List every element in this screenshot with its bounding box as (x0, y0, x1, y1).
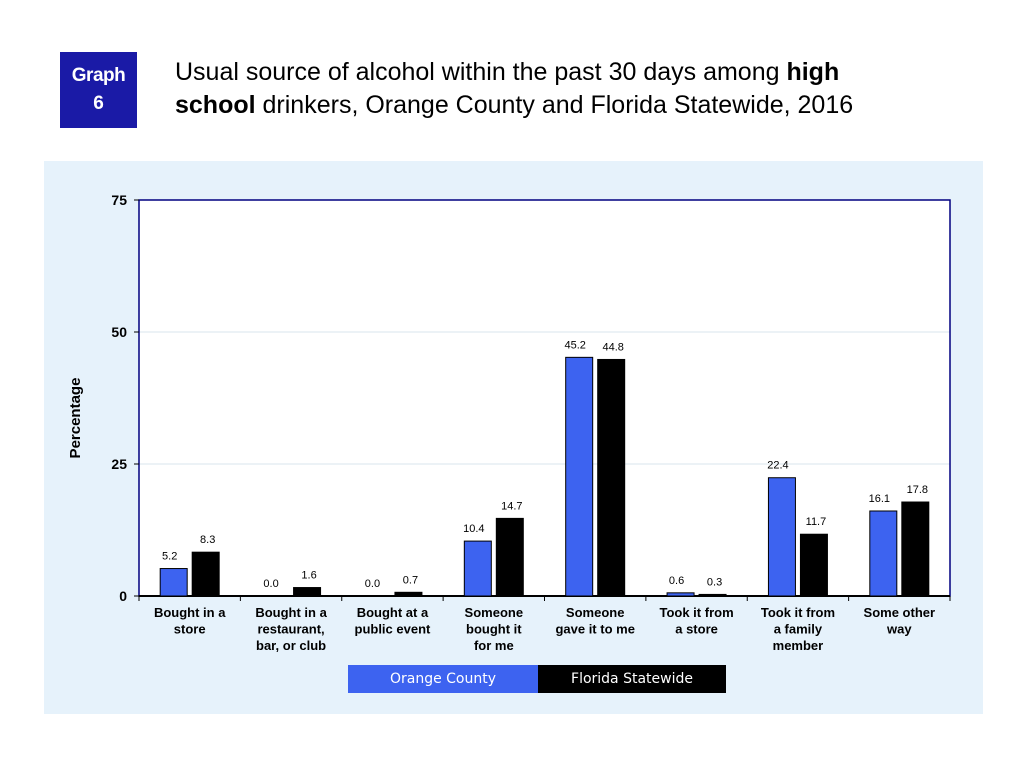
y-tick-label: 25 (111, 456, 127, 472)
title-part-1: Usual source of alcohol within the past … (175, 58, 787, 86)
bar-florida-statewide (698, 593, 727, 597)
x-tick-label: restaurant, (257, 622, 324, 637)
y-axis-label: Percentage (67, 378, 84, 459)
data-label: 11.7 (806, 516, 827, 528)
bar-florida-statewide (293, 587, 322, 597)
x-tick-label: store (174, 622, 206, 637)
data-label: 1.6 (301, 570, 316, 582)
data-label: 0.6 (669, 575, 684, 587)
data-label: 44.8 (602, 341, 623, 353)
legend: Orange County Florida Statewide (348, 665, 726, 693)
x-tick-label: Took it from (761, 605, 835, 620)
data-label: 22.4 (767, 460, 788, 472)
x-tick-label: Someone (465, 605, 524, 620)
graph-badge: Graph 6 (60, 52, 137, 128)
title-bold-1: high (786, 58, 840, 86)
x-tick-label: a store (675, 622, 718, 637)
bar-orange-county (869, 510, 898, 597)
data-label: 0.0 (365, 578, 380, 590)
bar-florida-statewide (394, 591, 423, 597)
x-tick-label: gave it to me (555, 622, 634, 637)
x-tick-label: member (773, 638, 824, 653)
y-tick-label: 0 (119, 588, 127, 604)
x-tick-label: bought it (466, 622, 522, 637)
x-tick-label: Took it from (659, 605, 733, 620)
x-tick-label: bar, or club (256, 638, 326, 653)
x-tick-label: Some other (864, 605, 936, 620)
data-label: 0.7 (403, 574, 418, 586)
data-label: 45.2 (564, 339, 585, 351)
x-tick-label: Bought at a (357, 605, 429, 620)
x-tick-label: for me (474, 638, 514, 653)
title-bold-2: school (175, 91, 256, 119)
x-tick-label: Someone (566, 605, 625, 620)
data-label: 16.1 (869, 493, 890, 505)
bar-orange-county (463, 540, 492, 597)
bar-florida-statewide (191, 551, 220, 597)
data-label: 0.3 (707, 576, 722, 588)
bar-florida-statewide (597, 358, 626, 597)
x-tick-label: a family (774, 622, 823, 637)
bar-florida-statewide (901, 501, 930, 597)
x-tick-label: Bought in a (255, 605, 327, 620)
graph-badge-number: 6 (93, 93, 104, 114)
chart-title: Usual source of alcohol within the past … (175, 56, 985, 122)
x-tick-label: public event (355, 622, 432, 637)
y-tick-label: 75 (111, 192, 127, 208)
data-label: 14.7 (501, 500, 522, 512)
x-tick-label: Bought in a (154, 605, 226, 620)
bar-florida-statewide (799, 533, 828, 597)
data-label: 17.8 (907, 484, 928, 496)
graph-badge-label: Graph (71, 65, 126, 86)
bar-orange-county (767, 477, 796, 597)
bar-florida-statewide (495, 517, 524, 597)
bar-orange-county (666, 592, 695, 597)
legend-item-florida-statewide: Florida Statewide (538, 665, 726, 693)
y-tick-label: 50 (111, 324, 127, 340)
data-label: 10.4 (463, 523, 484, 535)
data-label: 0.0 (263, 578, 278, 590)
plot-area (139, 200, 950, 596)
legend-item-orange-county: Orange County (348, 665, 538, 693)
bar-orange-county (565, 356, 594, 597)
data-label: 5.2 (162, 551, 177, 563)
data-label: 8.3 (200, 534, 215, 546)
x-tick-label: way (886, 622, 912, 637)
bar-orange-county (159, 568, 188, 597)
title-part-2: drinkers, Orange County and Florida Stat… (255, 91, 854, 119)
